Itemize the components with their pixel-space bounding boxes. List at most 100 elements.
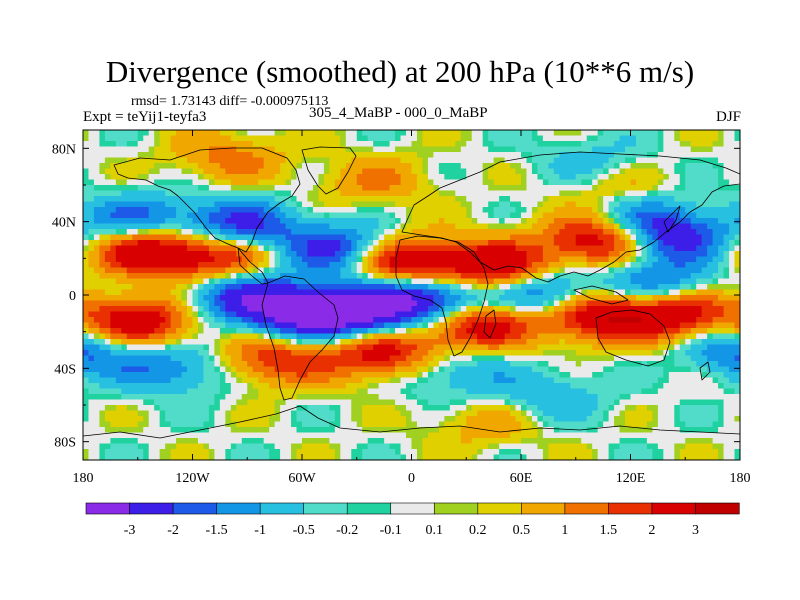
field-cell — [351, 333, 358, 340]
field-cell — [88, 339, 95, 346]
field-cell — [126, 135, 133, 142]
field-cell — [159, 278, 166, 285]
field-cell — [526, 322, 533, 329]
field-cell — [559, 350, 566, 357]
field-cell — [570, 278, 577, 285]
field-cell — [712, 218, 719, 225]
field-cell — [296, 245, 303, 252]
field-cell — [635, 245, 643, 252]
field-cell — [619, 339, 626, 346]
field-cell — [187, 174, 194, 181]
field-cell — [581, 245, 588, 252]
field-cell — [143, 196, 150, 203]
field-cell — [170, 284, 177, 291]
field-cell — [586, 344, 593, 351]
field-cell — [712, 174, 719, 181]
field-cell — [548, 168, 555, 175]
field-cell — [236, 223, 243, 230]
field-cell — [187, 350, 194, 357]
field-cell — [411, 267, 418, 274]
field-cell — [285, 135, 292, 142]
field-cell — [586, 311, 593, 318]
field-cell — [712, 245, 719, 252]
field-cell — [302, 245, 309, 252]
field-cell — [581, 212, 588, 219]
field-cell — [269, 295, 276, 302]
field-cell — [280, 157, 287, 164]
field-cell — [400, 245, 407, 252]
field-cell — [208, 295, 215, 302]
field-cell — [176, 300, 183, 307]
field-cell — [104, 278, 111, 285]
field-cell — [663, 251, 670, 258]
field-cell — [263, 317, 270, 324]
field-cell — [521, 289, 528, 296]
field-cell — [707, 212, 714, 219]
field-cell — [718, 262, 725, 269]
field-cell — [83, 278, 90, 285]
field-cell — [291, 135, 298, 142]
field-cell — [230, 339, 237, 346]
field-cell — [679, 212, 686, 219]
field-cell — [263, 130, 270, 137]
field-cell — [597, 344, 604, 351]
field-cell — [723, 333, 730, 340]
field-cell — [351, 212, 358, 219]
field-cell — [312, 256, 320, 263]
field-cell — [367, 229, 374, 236]
field-cell — [302, 317, 309, 324]
field-cell — [707, 273, 714, 280]
field-cell — [548, 201, 555, 208]
field-cell — [625, 322, 632, 329]
field-cell — [291, 141, 298, 148]
field-cell — [592, 328, 599, 335]
field-cell — [263, 328, 270, 335]
field-cell — [521, 163, 528, 170]
field-cell — [668, 168, 675, 175]
field-cell — [427, 196, 434, 203]
field-cell — [258, 262, 265, 269]
field-cell — [345, 278, 352, 285]
field-cell — [679, 278, 686, 285]
field-cell — [203, 256, 210, 263]
field-cell — [499, 306, 506, 313]
field-cell — [400, 322, 407, 329]
field-cell — [422, 322, 429, 329]
field-cell — [531, 234, 539, 241]
experiment-label: Expt = teYij1-teyfa3 — [83, 109, 207, 125]
field-cell — [258, 141, 265, 148]
field-cell — [219, 262, 226, 269]
field-cell — [619, 174, 626, 181]
field-cell — [384, 273, 391, 280]
field-cell — [285, 223, 292, 230]
field-cell — [592, 146, 599, 153]
field-cell — [312, 152, 320, 159]
field-cell — [603, 344, 610, 351]
field-cell — [83, 273, 90, 280]
field-cell — [378, 344, 385, 351]
field-cell — [696, 284, 703, 291]
field-cell — [668, 146, 675, 153]
field-cell — [455, 350, 462, 357]
field-cell — [110, 350, 117, 357]
field-cell — [225, 229, 232, 236]
field-cell — [482, 339, 489, 346]
field-cell — [340, 328, 347, 335]
field-cell — [362, 295, 369, 302]
field-cell — [334, 141, 341, 148]
field-cell — [285, 339, 292, 346]
field-cell — [285, 317, 292, 324]
field-cell — [690, 278, 697, 285]
field-cell — [192, 152, 199, 159]
field-cell — [93, 273, 101, 280]
field-cell — [334, 190, 341, 197]
field-cell — [499, 311, 506, 318]
field-cell — [340, 278, 347, 285]
field-cell — [537, 251, 544, 258]
field-cell — [291, 317, 298, 324]
field-cell — [526, 300, 533, 307]
field-cell — [718, 135, 725, 142]
field-cell — [345, 339, 352, 346]
field-cell — [400, 185, 407, 192]
field-cell — [460, 218, 467, 225]
